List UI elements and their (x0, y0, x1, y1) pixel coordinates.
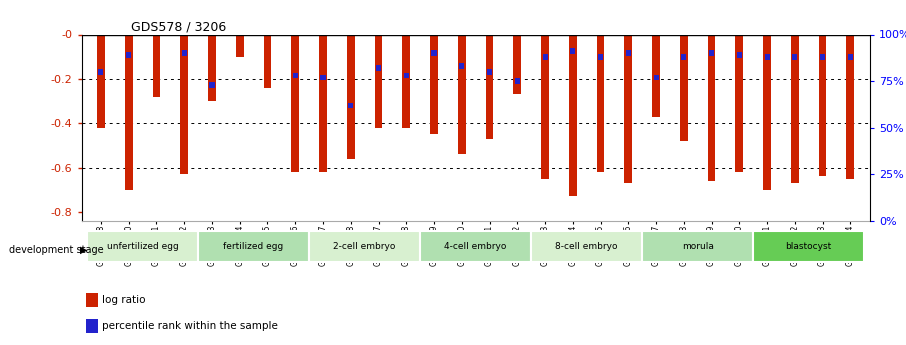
Text: ▶: ▶ (80, 245, 87, 255)
Text: log ratio: log ratio (102, 295, 146, 305)
Bar (569, 34, 577, 196)
Bar (642, 231, 753, 262)
Bar (374, 34, 382, 128)
Bar (515, 78, 520, 84)
Bar (348, 102, 353, 108)
Bar (180, 34, 188, 174)
Text: morula: morula (681, 242, 714, 251)
Text: development stage: development stage (9, 245, 103, 255)
Bar (402, 34, 410, 128)
Bar (431, 50, 437, 56)
Bar (420, 231, 531, 262)
Text: 4-cell embryo: 4-cell embryo (445, 242, 506, 251)
Bar (652, 34, 660, 117)
Bar (597, 34, 604, 172)
Bar (198, 231, 309, 262)
Text: blastocyst: blastocyst (786, 242, 832, 251)
Bar (791, 34, 799, 183)
Bar (624, 34, 632, 183)
Bar (430, 34, 438, 134)
Bar (321, 75, 325, 80)
Bar (680, 34, 688, 141)
Bar (765, 54, 769, 60)
Bar (848, 54, 853, 60)
Bar (236, 34, 244, 57)
Bar (347, 34, 354, 159)
Bar (292, 34, 299, 172)
Bar (626, 50, 631, 56)
Bar (209, 82, 215, 88)
Bar (486, 34, 494, 139)
Bar (598, 54, 603, 60)
Bar (753, 231, 864, 262)
Bar (653, 75, 659, 80)
Bar (293, 73, 298, 78)
Bar (126, 52, 131, 58)
Bar (531, 231, 642, 262)
Bar (152, 34, 160, 97)
Bar (846, 34, 854, 179)
Bar (99, 69, 103, 75)
Bar (736, 34, 743, 172)
Bar (487, 69, 492, 75)
Text: 2-cell embryo: 2-cell embryo (333, 242, 396, 251)
Bar (737, 52, 742, 58)
Bar (404, 73, 409, 78)
Bar (819, 34, 826, 176)
Bar (182, 50, 187, 56)
Bar (570, 49, 575, 54)
Bar (793, 54, 797, 60)
Text: unfertilized egg: unfertilized egg (107, 242, 178, 251)
Bar (541, 34, 549, 179)
Bar (309, 231, 420, 262)
Bar (763, 34, 771, 190)
Bar (543, 54, 547, 60)
Text: fertilized egg: fertilized egg (224, 242, 284, 251)
Text: 8-cell embryo: 8-cell embryo (555, 242, 618, 251)
Bar (264, 34, 272, 88)
Bar (709, 50, 714, 56)
Bar (708, 34, 716, 181)
Bar (681, 54, 687, 60)
Bar (820, 54, 825, 60)
Bar (459, 63, 464, 69)
Bar (97, 34, 105, 128)
Bar (514, 34, 521, 95)
Bar (87, 231, 198, 262)
Bar (319, 34, 327, 172)
Bar (458, 34, 466, 154)
Text: percentile rank within the sample: percentile rank within the sample (102, 321, 278, 331)
Text: GDS578 / 3206: GDS578 / 3206 (131, 21, 226, 34)
Bar (208, 34, 216, 101)
Bar (125, 34, 132, 190)
Bar (376, 65, 381, 71)
